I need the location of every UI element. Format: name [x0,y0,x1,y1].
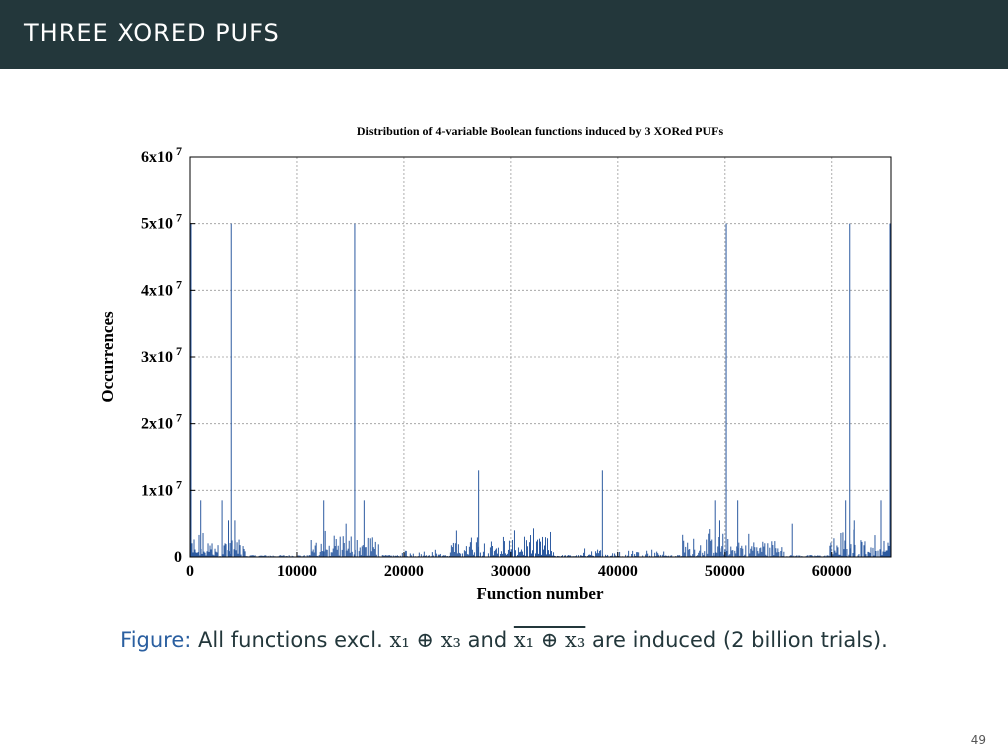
x-tick-label: 50000 [705,563,745,580]
chart-title: Distribution of 4-variable Boolean funct… [357,124,724,138]
x-tick-label: 10000 [277,563,317,580]
x-tick-label: 40000 [598,563,638,580]
figure-label: Figure: [120,628,192,652]
caption-text-mid: and [460,628,514,652]
x-tick-label: 0 [186,563,194,580]
caption-text-before: All functions excl. [191,628,390,652]
chart-grid [190,156,891,557]
caption-expr-xor: x₁ ⊕ x₃ [389,628,461,652]
y-tick-label: 1x10 7 [141,477,182,499]
chart-ticks: 0 10000 20000 30000 40000 50000 60000 0 1x10 7 2x1… [141,144,852,580]
slide-title: THREE XORED PUFS [24,19,280,47]
caption-expr-xnor: x₁ ⊕ x₃ [513,628,586,652]
x-tick-label: 30000 [491,563,531,580]
noise-bars [189,528,891,557]
y-tick-label: 6x10 7 [141,144,182,166]
chart: Distribution of 4-variable Boolean funct… [98,124,892,603]
slide-header: THREE XORED PUFS [0,0,1008,69]
y-tick-label: 4x10 7 [141,277,182,299]
y-axis-label: Occurrences [98,311,117,403]
y-tick-label: 5x10 7 [141,211,182,233]
y-tick-label: 0 [174,549,182,566]
caption-text-after: are induced (2 billion trials). [585,628,888,652]
y-tick-label: 2x10 7 [141,411,182,433]
chart-bars [189,223,891,557]
x-axis-label: Function number [476,584,603,603]
figure-caption: Figure: All functions excl. x₁ ⊕ x₃ and … [0,628,1008,652]
page-number: 49 [970,733,986,747]
y-tick-label: 3x10 7 [141,344,182,366]
x-tick-label: 20000 [384,563,424,580]
x-tick-label: 60000 [812,563,852,580]
